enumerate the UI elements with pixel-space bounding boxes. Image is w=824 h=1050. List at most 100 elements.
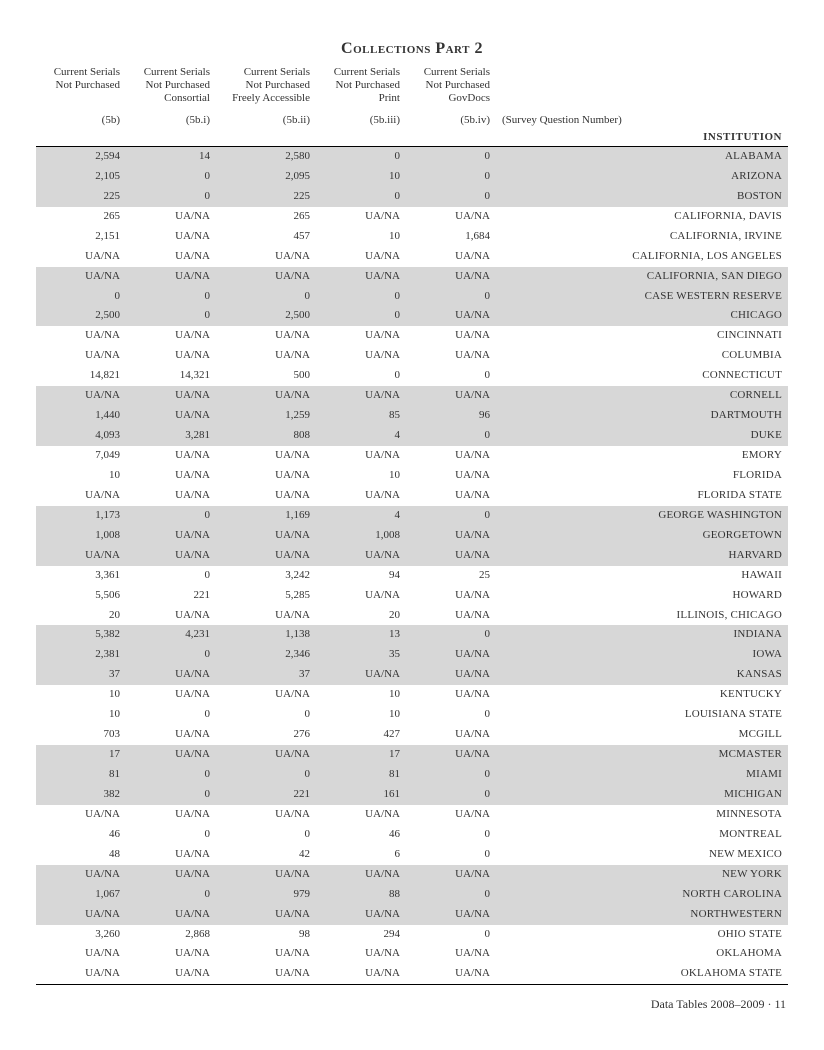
institution-name: HAWAII [496,566,788,586]
data-cell: 5,285 [216,586,316,606]
data-cell: UA/NA [126,745,216,765]
data-cell: UA/NA [316,586,406,606]
data-cell: UA/NA [406,526,496,546]
data-cell: 17 [36,745,126,765]
institution-name: NEW MEXICO [496,845,788,865]
data-cell: 1,259 [216,406,316,426]
data-cell: 48 [36,845,126,865]
data-cell: 294 [316,925,406,945]
data-cell: 2,500 [216,306,316,326]
data-cell: 0 [126,506,216,526]
data-cell: 0 [126,765,216,785]
data-cell: 0 [126,566,216,586]
data-cell: 5,506 [36,586,126,606]
table-row: 5,3824,2311,138130INDIANA [36,625,788,645]
data-cell: UA/NA [316,247,406,267]
data-cell: UA/NA [406,346,496,366]
data-cell: UA/NA [126,466,216,486]
institution-name: OHIO STATE [496,925,788,945]
data-cell: UA/NA [126,207,216,227]
table-row: 2,151UA/NA457101,684CALIFORNIA, IRVINE [36,227,788,247]
institution-name: FLORIDA [496,466,788,486]
data-cell: UA/NA [126,526,216,546]
data-cell: 13 [316,625,406,645]
data-cell: 6 [316,845,406,865]
data-cell: 808 [216,426,316,446]
data-cell: UA/NA [406,944,496,964]
table-row: UA/NAUA/NAUA/NAUA/NAUA/NAMINNESOTA [36,805,788,825]
table-row: 20UA/NAUA/NA20UA/NAILLINOIS, CHICAGO [36,606,788,626]
institution-name: CALIFORNIA, LOS ANGELES [496,247,788,267]
data-cell: 4 [316,506,406,526]
data-cell: UA/NA [126,386,216,406]
data-cell: 0 [126,645,216,665]
table-row: UA/NAUA/NAUA/NAUA/NAUA/NAHARVARD [36,546,788,566]
data-cell: 225 [36,187,126,207]
institution-name: NORTH CAROLINA [496,885,788,905]
data-cell: UA/NA [36,865,126,885]
data-cell: UA/NA [406,665,496,685]
table-row: UA/NAUA/NAUA/NAUA/NAUA/NACORNELL [36,386,788,406]
institution-name: ALABAMA [496,147,788,167]
data-cell: UA/NA [316,326,406,346]
table-row: 4,0933,28180840DUKE [36,426,788,446]
data-cell: UA/NA [406,905,496,925]
data-cell: UA/NA [216,267,316,287]
data-cell: UA/NA [216,865,316,885]
data-cell: UA/NA [126,964,216,984]
data-cell: 0 [406,845,496,865]
data-cell: 14 [126,147,216,167]
data-cell: UA/NA [126,227,216,247]
data-cell: UA/NA [316,386,406,406]
data-cell: UA/NA [316,905,406,925]
data-cell: 10 [36,705,126,725]
institution-name: CINCINNATI [496,326,788,346]
data-cell: 10 [316,685,406,705]
data-cell: 1,684 [406,227,496,247]
data-cell: 0 [406,925,496,945]
institution-name: CALIFORNIA, IRVINE [496,227,788,247]
data-cell: 0 [316,366,406,386]
data-cell: UA/NA [36,247,126,267]
data-cell: 0 [406,885,496,905]
data-cell: 98 [216,925,316,945]
data-cell: UA/NA [406,486,496,506]
data-cell: 17 [316,745,406,765]
data-cell: UA/NA [406,247,496,267]
data-cell: 1,173 [36,506,126,526]
table-row: 37UA/NA37UA/NAUA/NAKANSAS [36,665,788,685]
data-cell: UA/NA [216,606,316,626]
data-cell: 2,594 [36,147,126,167]
data-cell: 20 [316,606,406,626]
data-cell: 3,281 [126,426,216,446]
data-cell: 0 [126,187,216,207]
data-cell: 0 [126,705,216,725]
institution-name: MONTREAL [496,825,788,845]
data-cell: UA/NA [126,845,216,865]
data-cell: 0 [316,147,406,167]
table-row: 10UA/NAUA/NA10UA/NAFLORIDA [36,466,788,486]
data-cell: 3,361 [36,566,126,586]
institution-name: KENTUCKY [496,685,788,705]
table-row: 1,440UA/NA1,2598596DARTMOUTH [36,406,788,426]
table-row: 1,008UA/NAUA/NA1,008UA/NAGEORGETOWN [36,526,788,546]
page-title: Collections Part 2 [36,40,788,58]
data-cell: UA/NA [216,486,316,506]
data-cell: 37 [36,665,126,685]
question-number: (5b.ii) [216,108,316,131]
data-cell: 1,138 [216,625,316,645]
column-header: Current SerialsNot PurchasedConsortial [126,66,216,108]
data-cell: UA/NA [216,466,316,486]
data-cell: UA/NA [126,326,216,346]
data-cell: UA/NA [406,685,496,705]
table-row: 225022500BOSTON [36,187,788,207]
table-row: 4600460MONTREAL [36,825,788,845]
data-cell: UA/NA [126,546,216,566]
table-row: 38202211610MICHIGAN [36,785,788,805]
institution-name: KANSAS [496,665,788,685]
table-body: 2,594142,58000ALABAMA2,10502,095100ARIZO… [36,146,788,984]
data-cell: UA/NA [126,267,216,287]
data-cell: 0 [126,825,216,845]
data-cell: 2,346 [216,645,316,665]
institution-name: BOSTON [496,187,788,207]
